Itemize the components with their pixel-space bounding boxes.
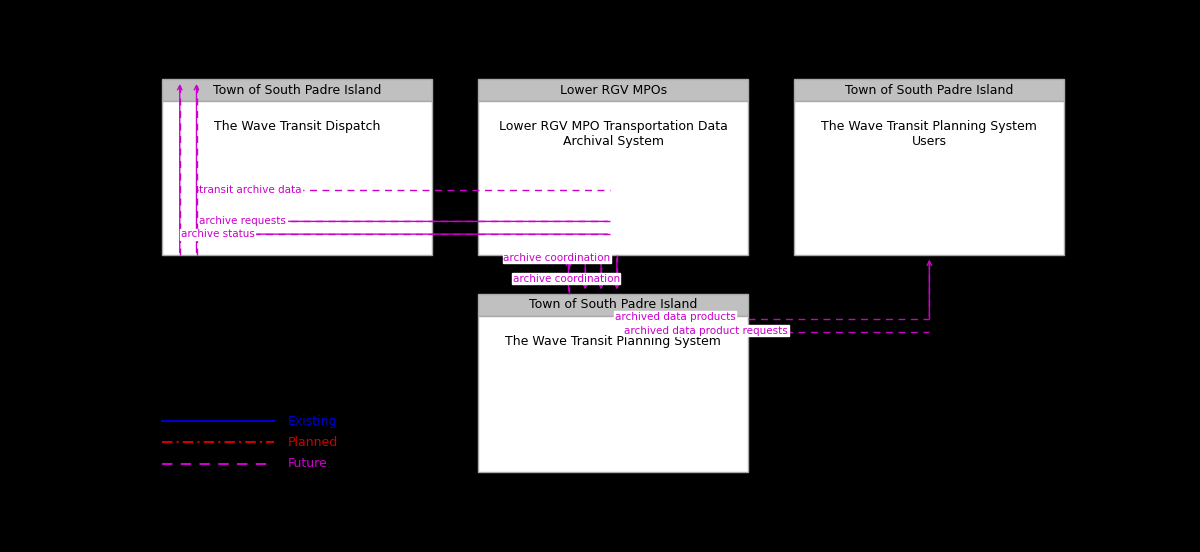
Bar	[479, 101, 748, 256]
Text: archive coordination: archive coordination	[512, 274, 620, 284]
Text: archive coordination: archive coordination	[504, 252, 611, 263]
Text: archive status: archive status	[181, 229, 254, 239]
Text: Lower RGV MPOs: Lower RGV MPOs	[559, 83, 667, 97]
Text: Town of South Padre Island: Town of South Padre Island	[845, 83, 1014, 97]
Bar	[162, 101, 432, 256]
Bar	[162, 79, 432, 101]
Bar	[479, 316, 748, 472]
Text: transit archive data: transit archive data	[199, 184, 301, 194]
Text: The Wave Transit Planning System: The Wave Transit Planning System	[505, 335, 721, 348]
Text: Lower RGV MPO Transportation Data
Archival System: Lower RGV MPO Transportation Data Archiv…	[499, 120, 727, 147]
Text: Planned: Planned	[288, 436, 338, 449]
Text: The Wave Transit Dispatch: The Wave Transit Dispatch	[214, 120, 380, 132]
Text: Town of South Padre Island: Town of South Padre Island	[529, 298, 697, 311]
Text: archived data products: archived data products	[616, 312, 736, 322]
Text: Existing: Existing	[288, 415, 337, 428]
Text: archive requests: archive requests	[199, 216, 286, 226]
Bar	[794, 101, 1064, 256]
Bar	[479, 294, 748, 316]
Text: archived data product requests: archived data product requests	[624, 326, 788, 336]
Text: Future: Future	[288, 457, 328, 470]
Text: The Wave Transit Planning System
Users: The Wave Transit Planning System Users	[822, 120, 1037, 147]
Bar	[479, 79, 748, 101]
Text: Town of South Padre Island: Town of South Padre Island	[212, 83, 382, 97]
Bar	[794, 79, 1064, 101]
